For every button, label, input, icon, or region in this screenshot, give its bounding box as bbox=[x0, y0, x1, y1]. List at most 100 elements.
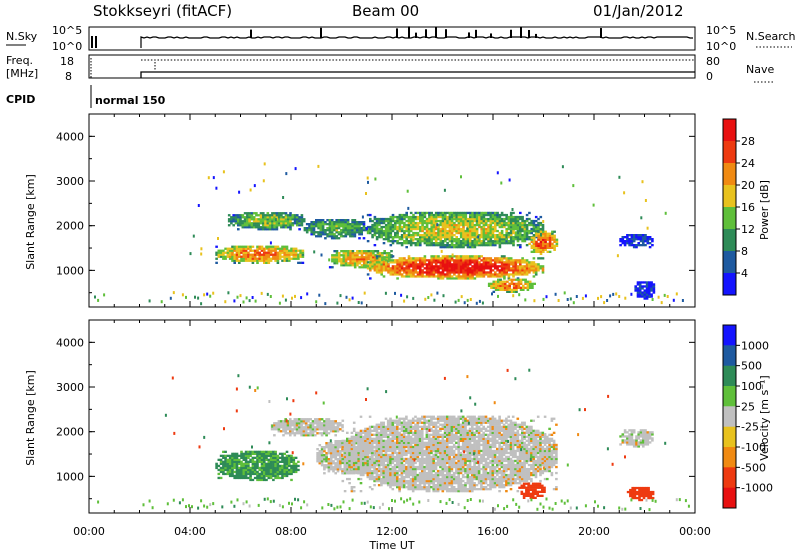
heatmap-cell bbox=[506, 286, 509, 289]
heatmap-cell bbox=[517, 282, 521, 285]
heatmap-cell bbox=[391, 238, 395, 241]
heatmap-cell bbox=[471, 275, 474, 278]
heatmap-cell bbox=[369, 256, 373, 259]
heatmap-cell bbox=[293, 214, 297, 217]
heatmap-cell bbox=[316, 420, 319, 423]
heatmap-cell bbox=[380, 479, 383, 483]
heatmap-cell bbox=[364, 435, 367, 438]
heatmap-cell bbox=[421, 257, 424, 260]
colorbar-swatch bbox=[723, 251, 736, 274]
heatmap-cell bbox=[475, 269, 479, 272]
heatmap-cell bbox=[247, 472, 250, 476]
heatmap-cell bbox=[350, 431, 354, 434]
heatmap-cell bbox=[377, 469, 381, 473]
heatmap-cell bbox=[368, 469, 372, 473]
heatmap-cell bbox=[334, 454, 337, 457]
heatmap-cell bbox=[283, 247, 286, 250]
heatmap-cell bbox=[636, 283, 640, 286]
heatmap-cell bbox=[294, 466, 298, 470]
heatmap-cell bbox=[334, 452, 337, 455]
heatmap-cell bbox=[462, 229, 465, 233]
heatmap-cell bbox=[293, 218, 297, 221]
heatmap-cell bbox=[387, 240, 390, 243]
heatmap-cell bbox=[235, 468, 239, 472]
heatmap-cell bbox=[217, 253, 221, 256]
heatmap-cell bbox=[249, 255, 252, 258]
heatmap-cell bbox=[339, 464, 342, 467]
heatmap-cell bbox=[473, 236, 477, 239]
heatmap-cell bbox=[539, 231, 543, 235]
heatmap-cell bbox=[347, 250, 350, 253]
heatmap-cell bbox=[219, 253, 223, 256]
heatmap-cell bbox=[522, 278, 525, 281]
heatmap-cell bbox=[450, 259, 454, 262]
heatmap-cell bbox=[621, 240, 625, 243]
heatmap-cell bbox=[453, 244, 456, 247]
heatmap-cell bbox=[489, 240, 493, 243]
heatmap-cell bbox=[267, 454, 271, 457]
heatmap-cell bbox=[240, 476, 243, 480]
heatmap-cell bbox=[358, 258, 361, 261]
heatmap-cell bbox=[487, 213, 490, 217]
heatmap-cell bbox=[391, 477, 395, 481]
heatmap-cell bbox=[364, 464, 367, 467]
heatmap-cell bbox=[421, 269, 424, 272]
heatmap-cell bbox=[353, 233, 357, 236]
heatmap-cell bbox=[534, 229, 538, 233]
heatmap-cell bbox=[635, 238, 638, 241]
heatmap-cell bbox=[475, 242, 479, 245]
heatmap-cell bbox=[405, 415, 408, 418]
heatmap-cell bbox=[400, 465, 404, 469]
heatmap-cell bbox=[414, 263, 418, 266]
heatmap-cell bbox=[507, 259, 511, 262]
heatmap-cell bbox=[525, 269, 529, 272]
heatmap-cell bbox=[441, 219, 445, 223]
heatmap-cell bbox=[352, 467, 356, 471]
heatmap-cell bbox=[396, 217, 399, 221]
heatmap-cell bbox=[329, 420, 333, 423]
heatmap-cell bbox=[343, 464, 347, 467]
heatmap-cell bbox=[407, 261, 411, 264]
heatmap-cell bbox=[353, 223, 357, 226]
heatmap-cell bbox=[528, 221, 531, 225]
heatmap-cell bbox=[514, 217, 518, 221]
heatmap-cell bbox=[362, 429, 365, 432]
heatmap-cell bbox=[478, 223, 481, 227]
heatmap-cell bbox=[537, 257, 540, 260]
heatmap-cell bbox=[302, 432, 306, 435]
heatmap-cell bbox=[251, 245, 255, 248]
heatmap-cell bbox=[373, 471, 376, 475]
heatmap-cell bbox=[386, 482, 390, 485]
heatmap-cell bbox=[268, 214, 272, 217]
heatmap-cell bbox=[271, 214, 274, 217]
heatmap-cell bbox=[434, 236, 438, 239]
heatmap-cell bbox=[282, 424, 285, 427]
heatmap-cell bbox=[455, 211, 458, 215]
heatmap-cell bbox=[532, 244, 536, 247]
heatmap-cell bbox=[409, 447, 413, 451]
heatmap-cell bbox=[444, 234, 447, 237]
heatmap-cell bbox=[439, 229, 443, 233]
heatmap-cell bbox=[400, 417, 404, 420]
heatmap-cell bbox=[542, 248, 545, 251]
heatmap-cell bbox=[348, 461, 351, 465]
heatmap-cell bbox=[298, 426, 301, 429]
heatmap-cell bbox=[273, 226, 276, 229]
heatmap-cell bbox=[321, 227, 325, 230]
heatmap-cell bbox=[269, 452, 273, 455]
heatmap-cell bbox=[403, 223, 406, 227]
heatmap-cell bbox=[509, 219, 513, 223]
heatmap-cell bbox=[393, 437, 397, 440]
heatmap-cell bbox=[324, 231, 327, 234]
heatmap-cell bbox=[352, 452, 356, 455]
nave-tick-top: 80 bbox=[706, 55, 720, 68]
heatmap-cell bbox=[453, 273, 456, 276]
heatmap-cell bbox=[268, 218, 272, 221]
heatmap-cell bbox=[471, 261, 474, 264]
heatmap-cell bbox=[457, 257, 461, 260]
heatmap-cell bbox=[621, 238, 625, 241]
heatmap-cell bbox=[293, 428, 297, 431]
heatmap-cell bbox=[491, 269, 495, 272]
heatmap-cell bbox=[346, 447, 349, 451]
heatmap-cell bbox=[285, 464, 289, 468]
